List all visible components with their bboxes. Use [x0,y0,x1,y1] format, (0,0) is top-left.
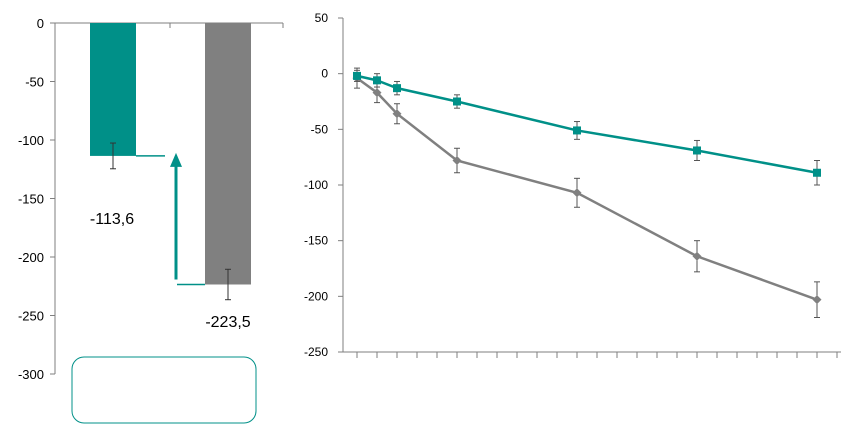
right-y-tick-label: -200 [304,289,328,303]
left-y-tick-label: -250 [18,309,44,324]
bar [205,23,251,285]
bar-data-label: -113,6 [90,211,134,228]
teal-series-point [453,97,461,106]
left-y-tick-label: -150 [18,192,44,207]
teal-series-point [393,84,401,93]
left-y-tick-label: -200 [18,250,44,265]
gray-series-point [392,109,402,119]
gray-series-point [452,156,462,166]
teal-series-point [573,126,581,135]
right-y-tick-label: 0 [321,67,328,81]
gray-series-point [812,295,822,305]
left-y-tick-label: -50 [25,75,44,90]
teal-series-line [356,74,818,174]
right-y-tick-label: -50 [311,122,329,136]
bar-data-label: -223,5 [205,314,250,331]
right-y-tick-label: -250 [304,345,328,359]
left-y-tick-label: -300 [18,367,44,382]
left-y-tick-label: 0 [37,16,44,31]
teal-series-point [353,71,361,80]
right-y-tick-label: -100 [304,178,328,192]
gray-series-point [372,88,382,98]
difference-arrow-head [170,152,182,167]
teal-series-point [373,76,381,85]
gray-series-point [692,251,702,261]
teal-series-point [813,168,821,177]
gray-series-point [572,188,582,198]
right-y-tick-label: 50 [315,11,329,25]
gray-series-line [356,77,818,301]
empty-callout-box [71,356,257,424]
left-y-tick-label: -100 [18,133,44,148]
bar [90,23,136,156]
teal-series-point [693,146,701,155]
right-y-tick-label: -150 [304,234,328,248]
